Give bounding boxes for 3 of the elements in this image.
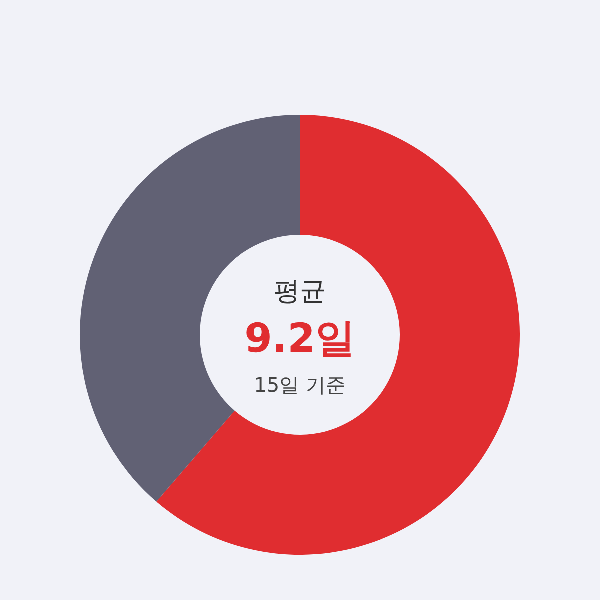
text: 9.2일 bbox=[244, 316, 356, 362]
text: 15일 기준 bbox=[254, 373, 346, 397]
text: 평균 bbox=[274, 277, 326, 307]
